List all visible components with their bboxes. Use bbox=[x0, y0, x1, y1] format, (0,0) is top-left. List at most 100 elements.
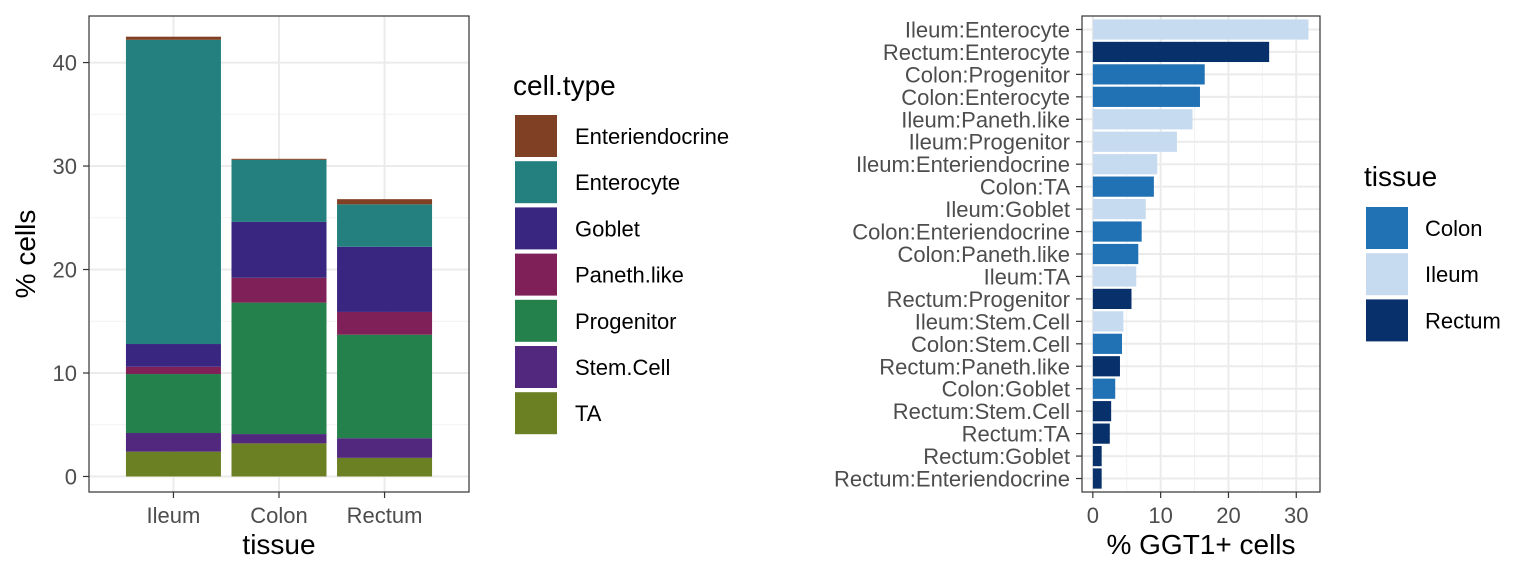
bar-segment-ileum-enteriendocrine bbox=[125, 36, 221, 40]
bar-segment-rectum-progenitor bbox=[337, 334, 433, 439]
left-x-axis: Ileum Colon Rectum bbox=[147, 492, 423, 528]
right-y-tick-label: Colon:Progenitor bbox=[905, 62, 1070, 87]
right-y-tick-label: Rectum:Enteriendocrine bbox=[834, 467, 1070, 492]
legend-key-paneth-like bbox=[515, 253, 557, 296]
legend-key-progenitor bbox=[515, 299, 557, 342]
bar-segment-colon-goblet bbox=[231, 221, 327, 278]
bar-segment-colon-enteriendocrine bbox=[231, 158, 327, 160]
bar-segment-colon-paneth-like bbox=[231, 277, 327, 303]
legend-key-rectum bbox=[1366, 299, 1408, 342]
right-y-tick-label: Ileum:Goblet bbox=[945, 197, 1070, 222]
right-y-tick-label: Rectum:Progenitor bbox=[887, 287, 1070, 312]
left-x-tick-label: Rectum bbox=[347, 503, 423, 528]
cell-type-legend-title: cell.type bbox=[513, 70, 616, 101]
left-y-tick-label: 10 bbox=[53, 361, 77, 386]
left-y-axis-title: % cells bbox=[10, 210, 41, 299]
right-x-tick-label: 10 bbox=[1148, 503, 1172, 528]
right-y-tick-label: Ileum:Enterocyte bbox=[905, 17, 1070, 42]
bar-segment-ileum-ta bbox=[125, 451, 221, 477]
legend-label-goblet: Goblet bbox=[575, 216, 640, 241]
legend-key-enteriendocrine bbox=[515, 115, 557, 157]
left-x-tick-label: Colon bbox=[250, 503, 307, 528]
bar-ileum-enteriendocrine bbox=[1092, 154, 1158, 175]
bar-segment-rectum-stem-cell bbox=[337, 438, 433, 458]
left-bars bbox=[125, 36, 433, 477]
legend-key-colon bbox=[1366, 207, 1408, 249]
bar-segment-rectum-goblet bbox=[337, 246, 433, 312]
right-y-tick-label: Colon:Paneth.like bbox=[898, 242, 1070, 267]
bar-colon-ta bbox=[1092, 176, 1154, 197]
bar-ileum-ta bbox=[1092, 266, 1137, 287]
right-y-tick-label: Ileum:Paneth.like bbox=[901, 107, 1070, 132]
bar-segment-rectum-paneth-like bbox=[337, 311, 433, 335]
bar-colon-enteriendocrine bbox=[1092, 221, 1142, 242]
bar-ileum-goblet bbox=[1092, 198, 1146, 220]
left-y-axis: 0 10 20 30 40 bbox=[53, 51, 89, 489]
legend-key-stem-cell bbox=[515, 346, 557, 388]
left-y-tick-label: 20 bbox=[53, 258, 77, 283]
right-y-tick-label: Ileum:Progenitor bbox=[909, 130, 1070, 155]
right-y-tick-label: Rectum:Goblet bbox=[923, 444, 1070, 469]
bar-rectum-progenitor bbox=[1092, 288, 1132, 310]
bar-colon-progenitor bbox=[1092, 64, 1205, 85]
right-y-tick-label: Colon:Enteriendocrine bbox=[852, 220, 1070, 245]
right-y-tick-label: Colon:Goblet bbox=[942, 377, 1070, 402]
right-y-tick-label: Rectum:Stem.Cell bbox=[893, 399, 1070, 424]
legend-key-ileum bbox=[1366, 253, 1408, 296]
tissue-legend-title: tissue bbox=[1364, 161, 1437, 192]
bar-ileum-stem-cell bbox=[1092, 311, 1124, 332]
bar-rectum-paneth-like bbox=[1092, 356, 1120, 377]
left-y-tick-label: 0 bbox=[65, 464, 77, 489]
legend-label-colon: Colon bbox=[1425, 216, 1482, 241]
bar-ileum-paneth-like bbox=[1092, 109, 1193, 130]
horizontal-bar-chart: Ileum:EnterocyteRectum:EnterocyteColon:P… bbox=[834, 15, 1321, 560]
right-y-tick-label: Ileum:TA bbox=[984, 264, 1071, 289]
right-y-axis: Ileum:EnterocyteRectum:EnterocyteColon:P… bbox=[834, 17, 1082, 492]
stacked-bar-chart: 0 10 20 30 40 Ileum Colon Rectum tissue % cell… bbox=[10, 15, 470, 560]
bar-segment-ileum-enterocyte bbox=[125, 39, 221, 345]
right-y-tick-label: Ileum:Stem.Cell bbox=[915, 309, 1070, 334]
right-bars bbox=[1092, 19, 1309, 489]
legend-label-paneth-like: Paneth.like bbox=[575, 263, 684, 288]
bar-segment-rectum-enterocyte bbox=[337, 204, 433, 247]
bar-ileum-enterocyte bbox=[1092, 19, 1309, 40]
bar-segment-colon-stem-cell bbox=[231, 434, 327, 444]
right-x-tick-label: 0 bbox=[1087, 503, 1099, 528]
bar-colon-goblet bbox=[1092, 378, 1116, 399]
bar-segment-ileum-progenitor bbox=[125, 374, 221, 434]
left-x-axis-title: tissue bbox=[242, 529, 315, 560]
bar-segment-rectum-ta bbox=[337, 457, 433, 477]
right-y-tick-label: Rectum:Enterocyte bbox=[883, 40, 1070, 65]
right-x-axis: 0 10 20 30 bbox=[1087, 492, 1309, 528]
cell-type-legend: cell.type Enteriendocrine Enterocyte Goble… bbox=[513, 70, 729, 435]
legend-label-rectum: Rectum bbox=[1425, 308, 1501, 333]
bar-ileum-progenitor bbox=[1092, 131, 1177, 152]
bar-segment-ileum-goblet bbox=[125, 344, 221, 367]
bar-segment-colon-ta bbox=[231, 443, 327, 477]
right-y-tick-label: Colon:Stem.Cell bbox=[911, 332, 1070, 357]
bar-rectum-ta bbox=[1092, 423, 1110, 444]
bar-colon-paneth-like bbox=[1092, 243, 1139, 265]
right-y-tick-label: Colon:TA bbox=[980, 175, 1070, 200]
right-x-axis-title: % GGT1+ cells bbox=[1106, 529, 1295, 560]
right-y-tick-label: Ileum:Enteriendocrine bbox=[856, 152, 1070, 177]
legend-key-goblet bbox=[515, 207, 557, 250]
bar-rectum-enterocyte bbox=[1092, 41, 1270, 63]
bar-rectum-enteriendocrine bbox=[1092, 468, 1102, 489]
right-y-tick-label: Rectum:TA bbox=[962, 422, 1071, 447]
bar-rectum-stem-cell bbox=[1092, 401, 1112, 422]
left-y-tick-label: 30 bbox=[53, 154, 77, 179]
right-x-tick-label: 20 bbox=[1216, 503, 1240, 528]
right-x-tick-label: 30 bbox=[1284, 503, 1308, 528]
bar-segment-colon-progenitor bbox=[231, 302, 327, 435]
bar-colon-enterocyte bbox=[1092, 86, 1200, 107]
legend-label-stem-cell: Stem.Cell bbox=[575, 355, 670, 380]
legend-label-progenitor: Progenitor bbox=[575, 309, 677, 334]
bar-rectum-goblet bbox=[1092, 445, 1102, 467]
legend-key-enterocyte bbox=[515, 161, 557, 204]
bar-colon-stem-cell bbox=[1092, 333, 1123, 354]
legend-label-enteriendocrine: Enteriendocrine bbox=[575, 124, 729, 149]
bar-segment-rectum-enteriendocrine bbox=[337, 199, 433, 205]
legend-label-ileum: Ileum bbox=[1425, 262, 1479, 287]
